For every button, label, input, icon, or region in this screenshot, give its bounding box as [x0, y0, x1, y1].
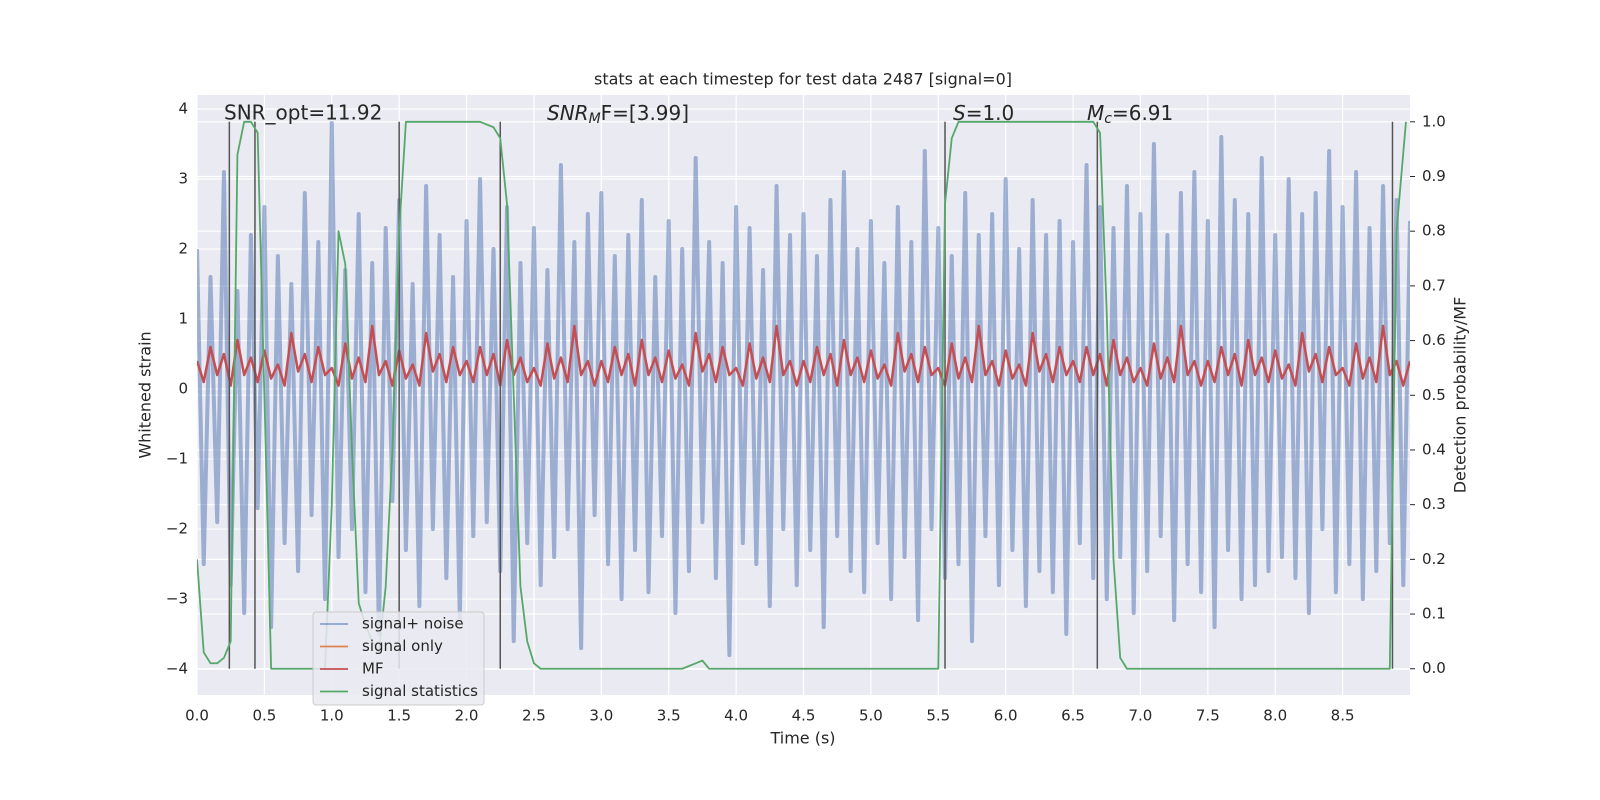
x-tick-label: 7.5: [1196, 707, 1220, 725]
marks: [197, 120, 1410, 670]
annotation-base: S: [953, 101, 966, 125]
x-tick-label: 7.0: [1129, 707, 1153, 725]
y2-tick-label: 0.8: [1422, 222, 1446, 240]
y-tick-label: 3: [178, 170, 188, 188]
labels: 0.0 0.5 1.0 1.5 2.0 2.5 3.0 3.5 4.0 4.5 5.0 5.5 6.0 6…: [166, 100, 1446, 725]
y2-tick-label: 0.7: [1422, 276, 1446, 294]
y2-tick-label: 0.2: [1422, 550, 1446, 568]
annotation-base: M: [1087, 101, 1104, 125]
y2-tick-label: 0.6: [1422, 331, 1446, 349]
x-tick-label: 5.0: [859, 707, 883, 725]
x-tick-label: 2.5: [522, 707, 546, 725]
y-tick-label: −2: [166, 520, 188, 538]
annotation-sub: M: [589, 111, 601, 127]
x-tick-label: 3.5: [657, 707, 681, 725]
x-tick-label: 3.0: [589, 707, 613, 725]
y-tick-label: −4: [166, 660, 188, 678]
y-tick-label: 2: [178, 240, 188, 258]
y-tick-label: 0: [178, 380, 188, 398]
y-axis-label: Whitened strain: [136, 331, 155, 458]
y2-tick-label: 0.0: [1422, 659, 1446, 677]
y-tick-label: −3: [166, 590, 188, 608]
y2-tick-label: 0.9: [1422, 167, 1446, 185]
x-tick-label: 6.5: [1061, 707, 1085, 725]
x-tick-label: 4.0: [724, 707, 748, 725]
chart-title: stats at each timestep for test data 248…: [594, 70, 1012, 89]
x-tick-label: 4.5: [792, 707, 816, 725]
x-tick-label: 1.0: [320, 707, 344, 725]
y2-tick-label: 0.1: [1422, 605, 1446, 623]
x-tick-label: 2.0: [455, 707, 479, 725]
y-tick-label: 4: [178, 100, 188, 118]
x-tick-label: 6.0: [994, 707, 1018, 725]
annotation-base: SNR: [547, 101, 589, 125]
x-tick-label: 0.0: [185, 707, 209, 725]
legend-box: [312, 611, 485, 706]
x-axis-label: Time (s): [769, 729, 835, 748]
annotation-rest: =1.0: [966, 101, 1015, 125]
annotation: Mc=6.91: [1087, 101, 1173, 128]
y-tick-label: 1: [178, 310, 188, 328]
annotation-rest: F=[3.99]: [601, 101, 689, 125]
annotation-rest: =6.91: [1112, 101, 1173, 125]
legend-label: signal only: [362, 637, 443, 655]
annotation-sub: c: [1104, 111, 1112, 127]
x-tick-label: 5.5: [926, 707, 950, 725]
y2-tick-label: 0.3: [1422, 495, 1446, 513]
x-tick-label: 8.5: [1331, 707, 1355, 725]
legend-label: MF: [362, 660, 384, 678]
annotation: S=1.0: [953, 101, 1014, 125]
y2-axis-label: Detection probability/MF: [1451, 297, 1470, 494]
y2-tick-label: 1.0: [1422, 112, 1446, 130]
annotation: SNR_opt=11.92: [224, 101, 382, 125]
series-line: [197, 120, 1407, 670]
legend-label: signal+ noise: [362, 615, 464, 633]
x-tick-label: 8.0: [1263, 707, 1287, 725]
y-tick-label: −1: [166, 450, 188, 468]
y2-tick-label: 0.4: [1422, 440, 1446, 458]
legend-label: signal statistics: [362, 682, 478, 700]
annotation: SNRMF=[3.99]: [547, 101, 689, 128]
y2-tick-label: 0.5: [1422, 386, 1446, 404]
x-tick-label: 1.5: [387, 707, 411, 725]
x-tick-label: 0.5: [252, 707, 276, 725]
